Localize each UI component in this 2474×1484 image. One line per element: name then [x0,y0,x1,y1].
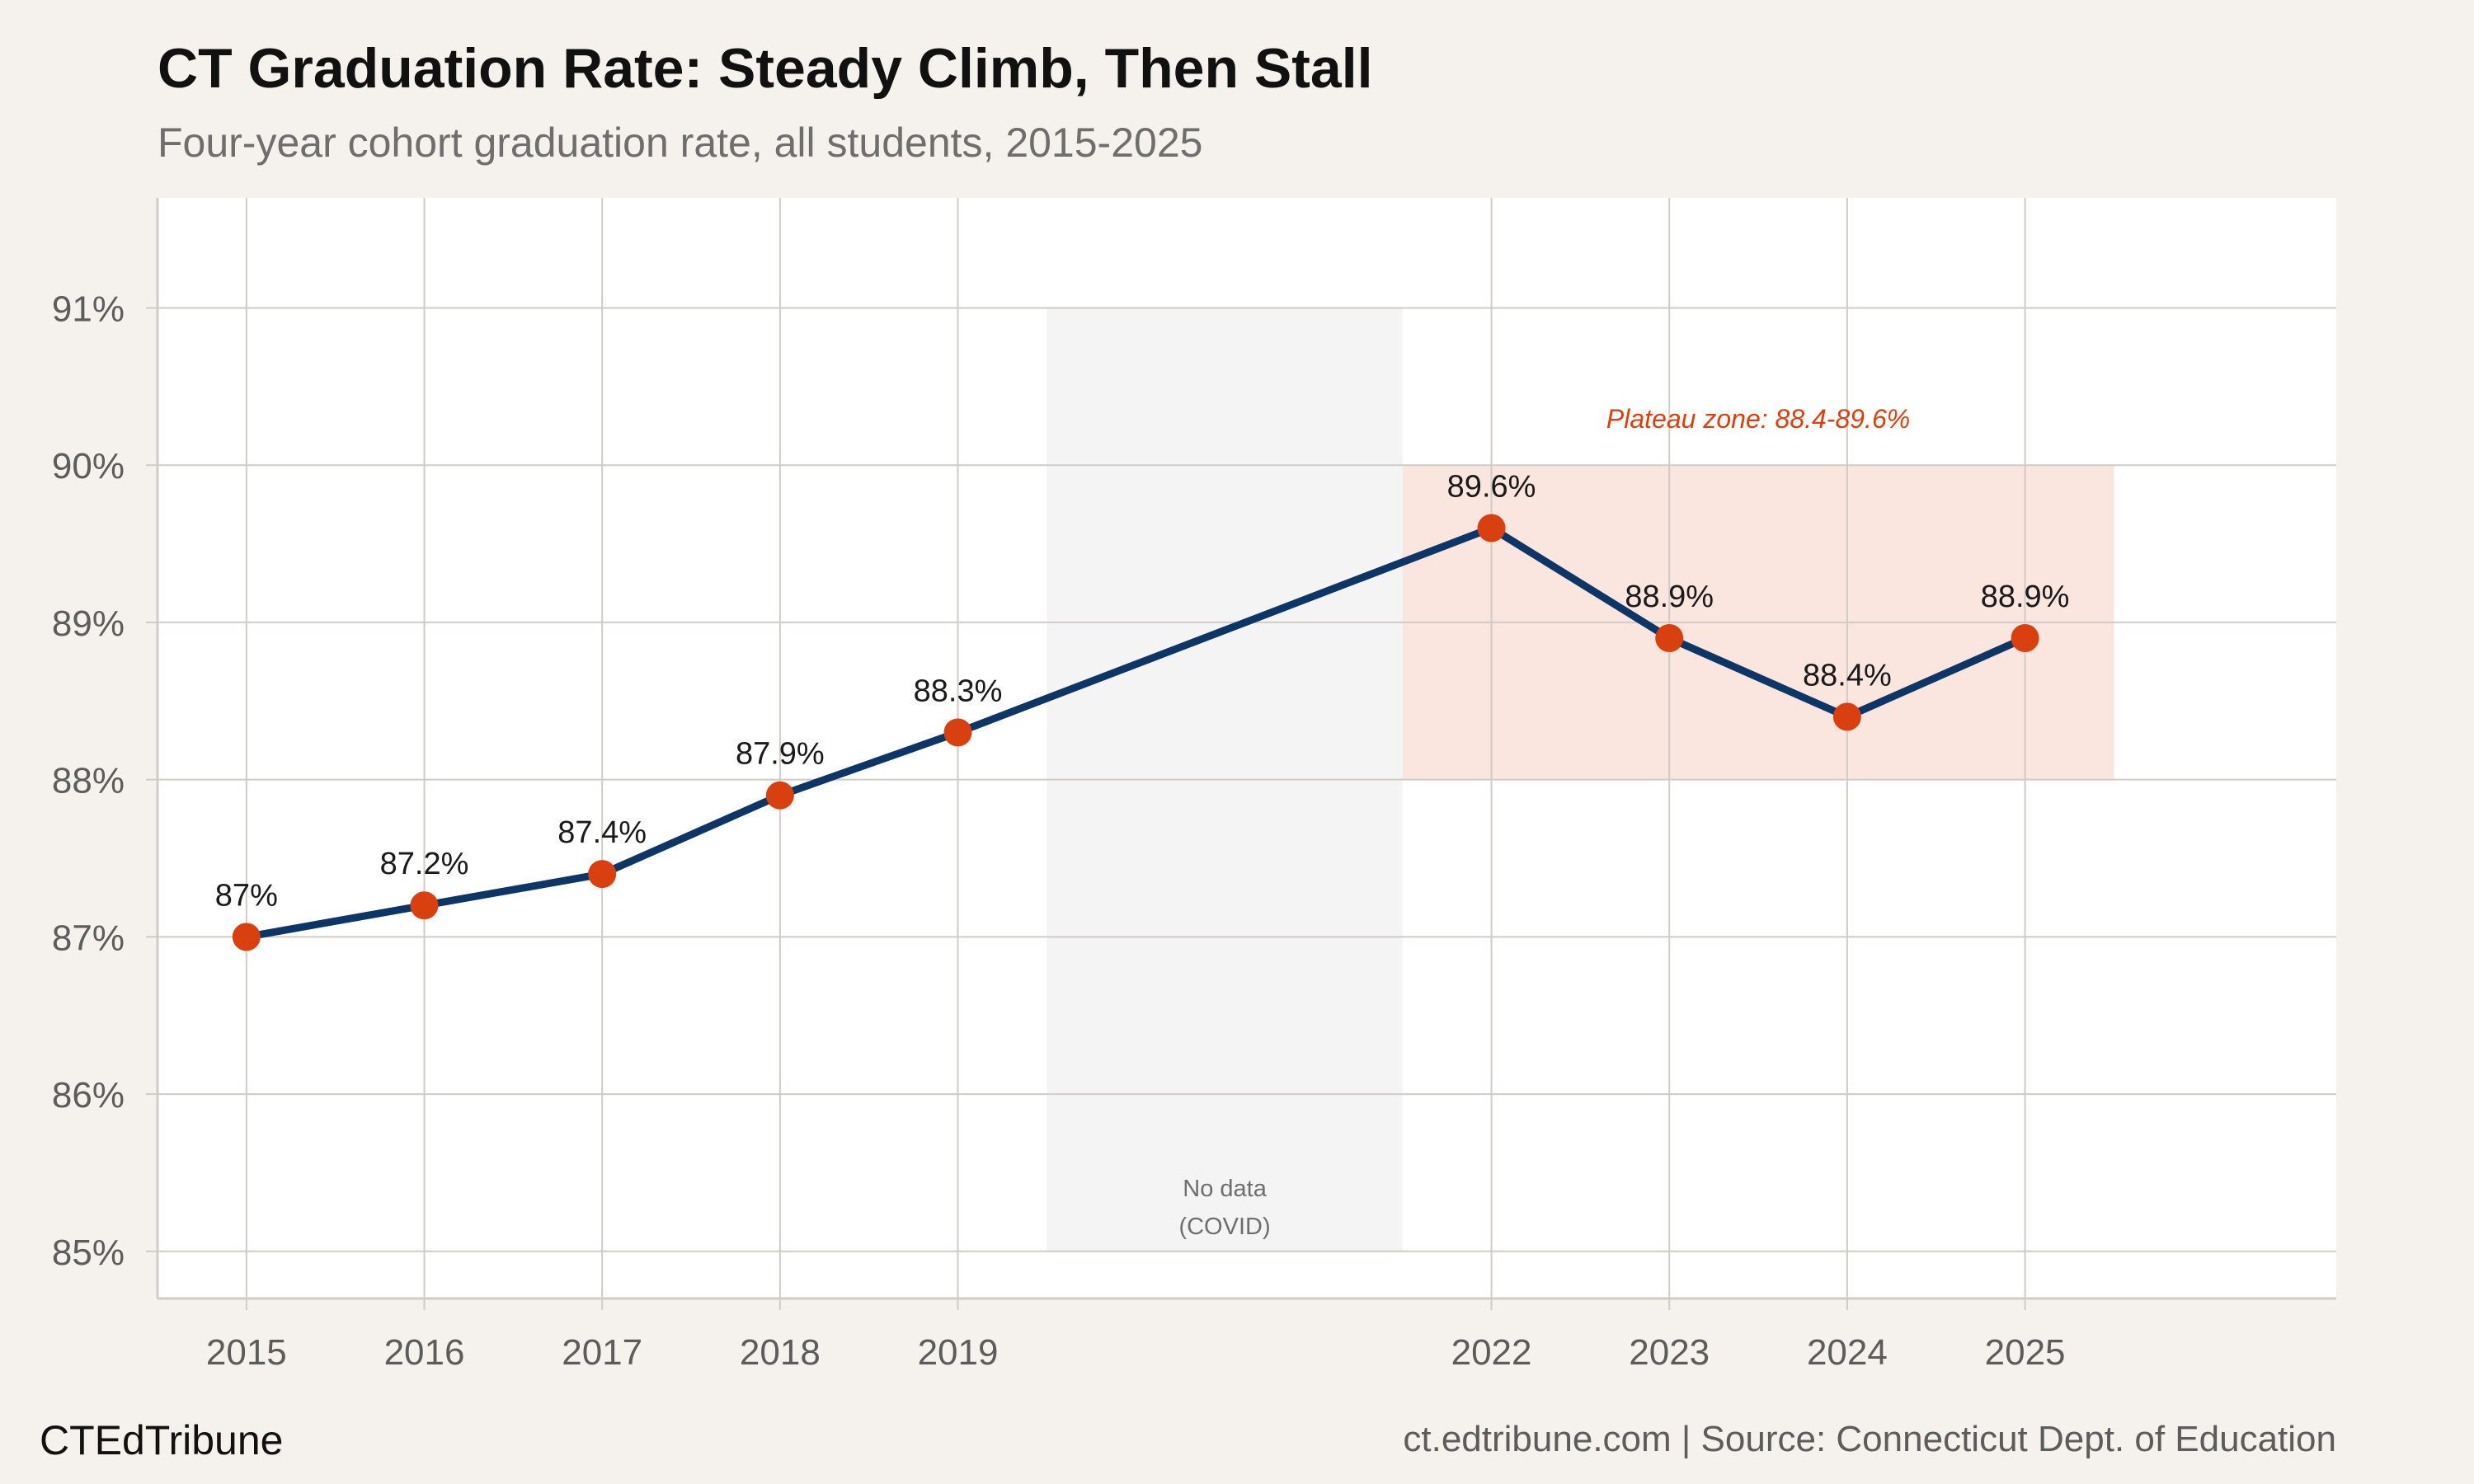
data-point [1477,514,1506,542]
x-tick-label: 2022 [1451,1332,1532,1373]
data-label: 88.9% [1981,580,2070,614]
plot-layers: 85% 86% 87% 88% 89% 90% 91% 2015 2016 2017 2018 201… [52,198,2336,1373]
x-tick-label: 2024 [1807,1332,1888,1373]
data-point [1832,702,1861,731]
x-tick-label: 2017 [562,1332,642,1373]
data-label: 87% [215,878,278,913]
x-tick-label: 2015 [206,1332,287,1373]
y-tick-label: 88% [52,761,125,801]
x-tick-label: 2016 [384,1332,465,1373]
plateau-label: Plateau zone: 88.4-89.6% [1606,404,1910,434]
footer-source: ct.edtribune.com | Source: Connecticut D… [1403,1419,2336,1459]
x-tick-label: 2023 [1629,1332,1710,1373]
data-point [588,860,617,889]
data-point [410,891,439,920]
y-tick-label: 86% [52,1075,125,1115]
data-point [232,923,261,951]
y-tick-label: 87% [52,918,125,958]
data-point [943,718,972,747]
footer-brand: CTEdTribune [40,1417,283,1463]
data-label: 88.4% [1803,658,1892,693]
y-tick-label: 85% [52,1233,125,1273]
chart-title: CT Graduation Rate: Steady Climb, Then S… [158,37,1373,100]
data-point [765,781,794,810]
gap-label-line2: (COVID) [1178,1214,1270,1240]
y-tick-label: 91% [52,289,125,330]
data-label: 88.3% [914,674,1003,708]
x-tick-label: 2018 [740,1332,821,1373]
y-tick-label: 90% [52,446,125,486]
data-label: 87.2% [380,847,469,881]
data-label: 89.6% [1447,470,1536,505]
gap-label-line1: No data [1183,1176,1267,1202]
x-tick-label: 2025 [1985,1332,2066,1373]
data-label: 87.4% [557,815,647,850]
y-tick-label: 89% [52,603,125,644]
data-label: 88.9% [1625,580,1714,614]
data-label: 87.9% [736,737,825,772]
chart-subtitle: Four-year cohort graduation rate, all st… [158,120,1202,166]
data-point [2011,624,2039,652]
data-point [1655,624,1684,652]
x-tick-label: 2019 [918,1332,999,1373]
